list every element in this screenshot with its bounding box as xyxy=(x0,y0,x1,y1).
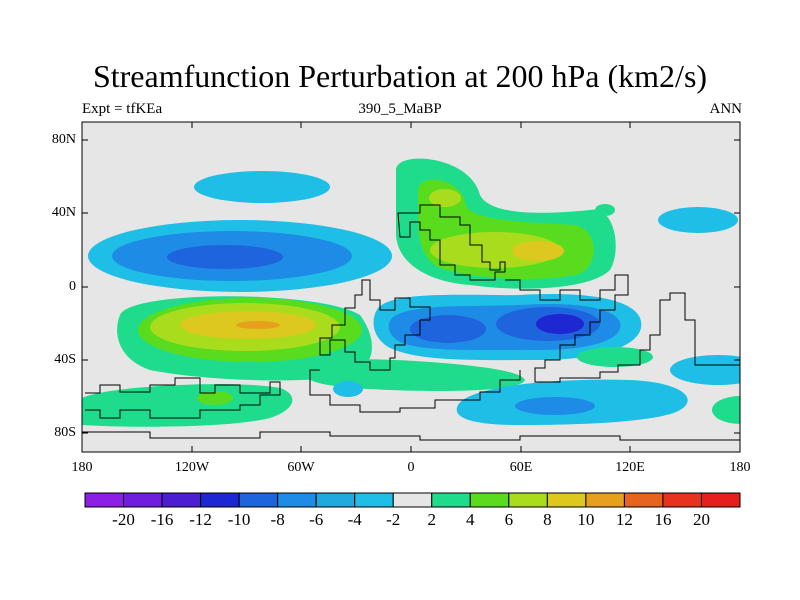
colorbar-label: -8 xyxy=(270,510,285,529)
colorbar-swatch xyxy=(546,492,587,508)
contour-sio-blue-3a xyxy=(410,315,486,343)
colorbar-label: -4 xyxy=(347,510,362,529)
colorbar-label: 8 xyxy=(543,510,552,529)
colorbar-label: -20 xyxy=(112,510,135,529)
contour-spac-orange xyxy=(236,321,280,329)
lon-label-120e: 120E xyxy=(615,460,645,475)
colorbar-label: -12 xyxy=(189,510,212,529)
colorbar-swatch xyxy=(431,492,471,508)
colorbar-label: -6 xyxy=(309,510,324,529)
coastline-asia xyxy=(505,274,740,383)
lat-label-40n: 40N xyxy=(51,205,76,220)
contour-spac-far-green xyxy=(82,384,293,427)
contour-npac-east-blue xyxy=(658,207,738,233)
lat-label-40s: 40S xyxy=(54,352,76,367)
coastline-europe-africa xyxy=(397,204,506,281)
contour-asia-yg-small xyxy=(429,189,461,207)
contour-so-blue-small xyxy=(333,381,363,397)
colorbar-label: 16 xyxy=(654,510,672,529)
contour-so-blue-deep xyxy=(515,397,595,415)
colorbar-swatch xyxy=(392,492,433,508)
colorbar-swatch xyxy=(161,492,202,508)
colorbar xyxy=(84,492,741,508)
colorbar-label: 4 xyxy=(466,510,475,529)
colorbar-swatch xyxy=(200,492,240,508)
lon-label-60e: 60E xyxy=(509,460,533,475)
page-title: Streamfunction Perturbation at 200 hPa (… xyxy=(92,58,708,94)
contour-na-blue-3 xyxy=(167,245,283,269)
lon-ticks xyxy=(81,122,631,452)
contour-greenland-green xyxy=(595,204,615,216)
coastline-south-america xyxy=(309,369,521,413)
experiment-label: Expt = tfKEa xyxy=(82,101,163,117)
colorbar-swatch xyxy=(662,492,702,508)
colorbar-label: 10 xyxy=(577,510,595,529)
colorbar-swatch xyxy=(277,492,317,508)
contour-asia-yellow xyxy=(512,241,564,261)
lat-label-eq: 0 xyxy=(69,279,76,294)
contour-fields xyxy=(82,158,740,427)
lat-label-80s: 80S xyxy=(54,425,76,440)
colorbar-swatch xyxy=(585,492,625,508)
lat-label-80n: 80N xyxy=(51,132,76,147)
contour-so-green-4 xyxy=(712,396,740,424)
colorbar-label: 6 xyxy=(504,510,514,529)
colorbar-label: 12 xyxy=(615,510,633,529)
colorbar-label: 20 xyxy=(692,510,710,529)
coastline-antarctic-west xyxy=(85,377,281,419)
season-label: ANN xyxy=(709,101,743,117)
colorbar-swatch xyxy=(123,492,163,508)
colorbar-label: -2 xyxy=(386,510,401,529)
lon-label-120w: 120W xyxy=(174,460,210,475)
coastlines xyxy=(82,204,740,441)
contour-so-green-2 xyxy=(577,347,653,367)
coastline-antarctic xyxy=(82,431,740,441)
contour-so-green-3 xyxy=(670,355,740,385)
lon-label-180w: 180 xyxy=(71,460,93,475)
colorbar-swatch xyxy=(508,492,548,508)
lat-ticks xyxy=(82,139,740,434)
colorbar-swatch xyxy=(354,492,394,508)
case-label: 390_5_MaBP xyxy=(358,101,442,117)
contour-spac-far-lightgreen xyxy=(197,391,233,405)
colorbar-label: -16 xyxy=(150,510,174,529)
colorbar-swatch xyxy=(623,492,664,508)
lon-label-60w: 60W xyxy=(287,460,315,475)
colorbar-swatch xyxy=(84,492,125,508)
colorbar-label: -10 xyxy=(227,510,251,529)
colorbar-label: 2 xyxy=(427,510,437,529)
colorbar-swatch xyxy=(315,492,356,508)
colorbar-swatch xyxy=(700,492,741,508)
colorbar-swatch xyxy=(469,492,510,508)
contour-sio-blue-4 xyxy=(536,314,584,334)
lon-label-180e: 180 xyxy=(729,460,751,475)
lon-label-0: 0 xyxy=(407,460,415,475)
colorbar-swatch xyxy=(238,492,279,508)
contour-npac-blue xyxy=(194,171,330,203)
coastline-africa-south xyxy=(319,279,431,371)
